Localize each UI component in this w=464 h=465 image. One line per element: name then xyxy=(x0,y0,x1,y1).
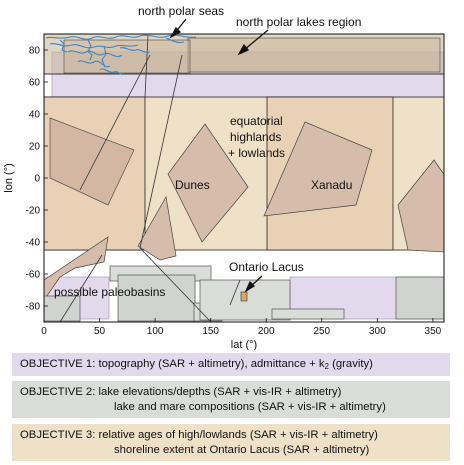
xanadu-region xyxy=(263,121,373,217)
dunes-region xyxy=(167,123,249,243)
objective-1-text-end: (gravity) xyxy=(328,358,373,370)
objective2-box-5 xyxy=(44,295,81,322)
swath-line-6 xyxy=(229,279,241,306)
swath-line-4 xyxy=(139,247,211,322)
legend-objective-1: OBJECTIVE 1: topography (SAR + altimetry… xyxy=(12,353,450,376)
objective2-box-7 xyxy=(395,276,444,320)
objective2-box-2 xyxy=(117,274,196,322)
x-tick-label: 250 xyxy=(313,326,330,337)
swath-line-5 xyxy=(59,254,103,322)
label-ontario-lacus: Ontario Lacus xyxy=(229,260,304,274)
annotation-arrows xyxy=(169,18,269,293)
x-tick-label: 200 xyxy=(258,326,275,337)
objective-1-text: OBJECTIVE 1: topography (SAR + altimetry… xyxy=(20,358,325,370)
label-north-polar-lakes: north polar lakes region xyxy=(236,15,361,29)
titan-coverage-map: 0 50 100 150 200 250 300 350 806040200-20-40-60… xyxy=(3,4,445,350)
polygon-southwest xyxy=(44,236,109,301)
x-tick-label: 350 xyxy=(425,326,442,337)
swath-line-1 xyxy=(79,54,151,191)
north-polar-inner-box xyxy=(63,39,191,74)
y-tick-label: -40 xyxy=(26,238,41,249)
x-tick-label: 0 xyxy=(41,326,47,337)
objective-1-subscript: 2 xyxy=(324,362,329,371)
label-equatorial-1: equatorial xyxy=(230,114,283,128)
objective-2-line-2: lake and mare compositions (SAR + vis-IR… xyxy=(114,400,386,413)
objective-3-line-1: OBJECTIVE 3: relative ages of high/lowla… xyxy=(20,429,378,441)
polygon-east xyxy=(397,159,444,253)
y-axis-label: lon (°) xyxy=(3,163,15,192)
swath-line-2 xyxy=(144,34,149,98)
x-tick-label: 150 xyxy=(202,326,219,337)
x-axis-ticks: 0 50 100 150 200 250 300 350 xyxy=(41,318,442,337)
north-polar-lakes-outline xyxy=(45,34,197,75)
label-xanadu: Xanadu xyxy=(311,178,352,192)
x-axis-label: lat (°) xyxy=(231,339,257,350)
polygon-south-center xyxy=(137,195,177,261)
ontario-lacus-marker xyxy=(240,291,248,302)
x-tick-label: 50 xyxy=(94,326,106,337)
swath-line-3 xyxy=(139,54,183,249)
legend-objective-3: OBJECTIVE 3: relative ages of high/lowla… xyxy=(12,424,450,461)
objective-2-line-1: OBJECTIVE 2: lake elevations/depths (SAR… xyxy=(20,386,342,398)
label-dunes: Dunes xyxy=(175,178,210,192)
y-tick-label: 0 xyxy=(34,174,40,185)
legend-objective-2: OBJECTIVE 2: lake elevations/depths (SAR… xyxy=(12,381,450,418)
north-polar-lakes-box xyxy=(187,37,441,73)
x-tick-label: 300 xyxy=(369,326,386,337)
y-tick-label: 20 xyxy=(29,142,41,153)
y-tick-label: -20 xyxy=(26,206,41,217)
objective2-box-6 xyxy=(271,308,345,320)
label-equatorial-3: + lowlands xyxy=(228,146,285,160)
y-tick-label: 40 xyxy=(29,110,41,121)
objective-3-line-2: shoreline extent at Ontario Lacus (SAR +… xyxy=(114,443,370,456)
y-tick-label: 80 xyxy=(29,46,41,57)
label-paleobasins: possible paleobasins xyxy=(54,285,165,299)
x-tick-label: 100 xyxy=(147,326,164,337)
y-tick-label: -80 xyxy=(26,302,41,313)
label-equatorial-2: highlands xyxy=(230,130,281,144)
y-axis-ticks: 80 60 40 20 0 -20 -40 -60 -80 xyxy=(26,46,48,313)
label-north-polar-seas: north polar seas xyxy=(138,4,224,18)
y-tick-label: 60 xyxy=(29,78,41,89)
y-tick-label: -60 xyxy=(26,270,41,281)
